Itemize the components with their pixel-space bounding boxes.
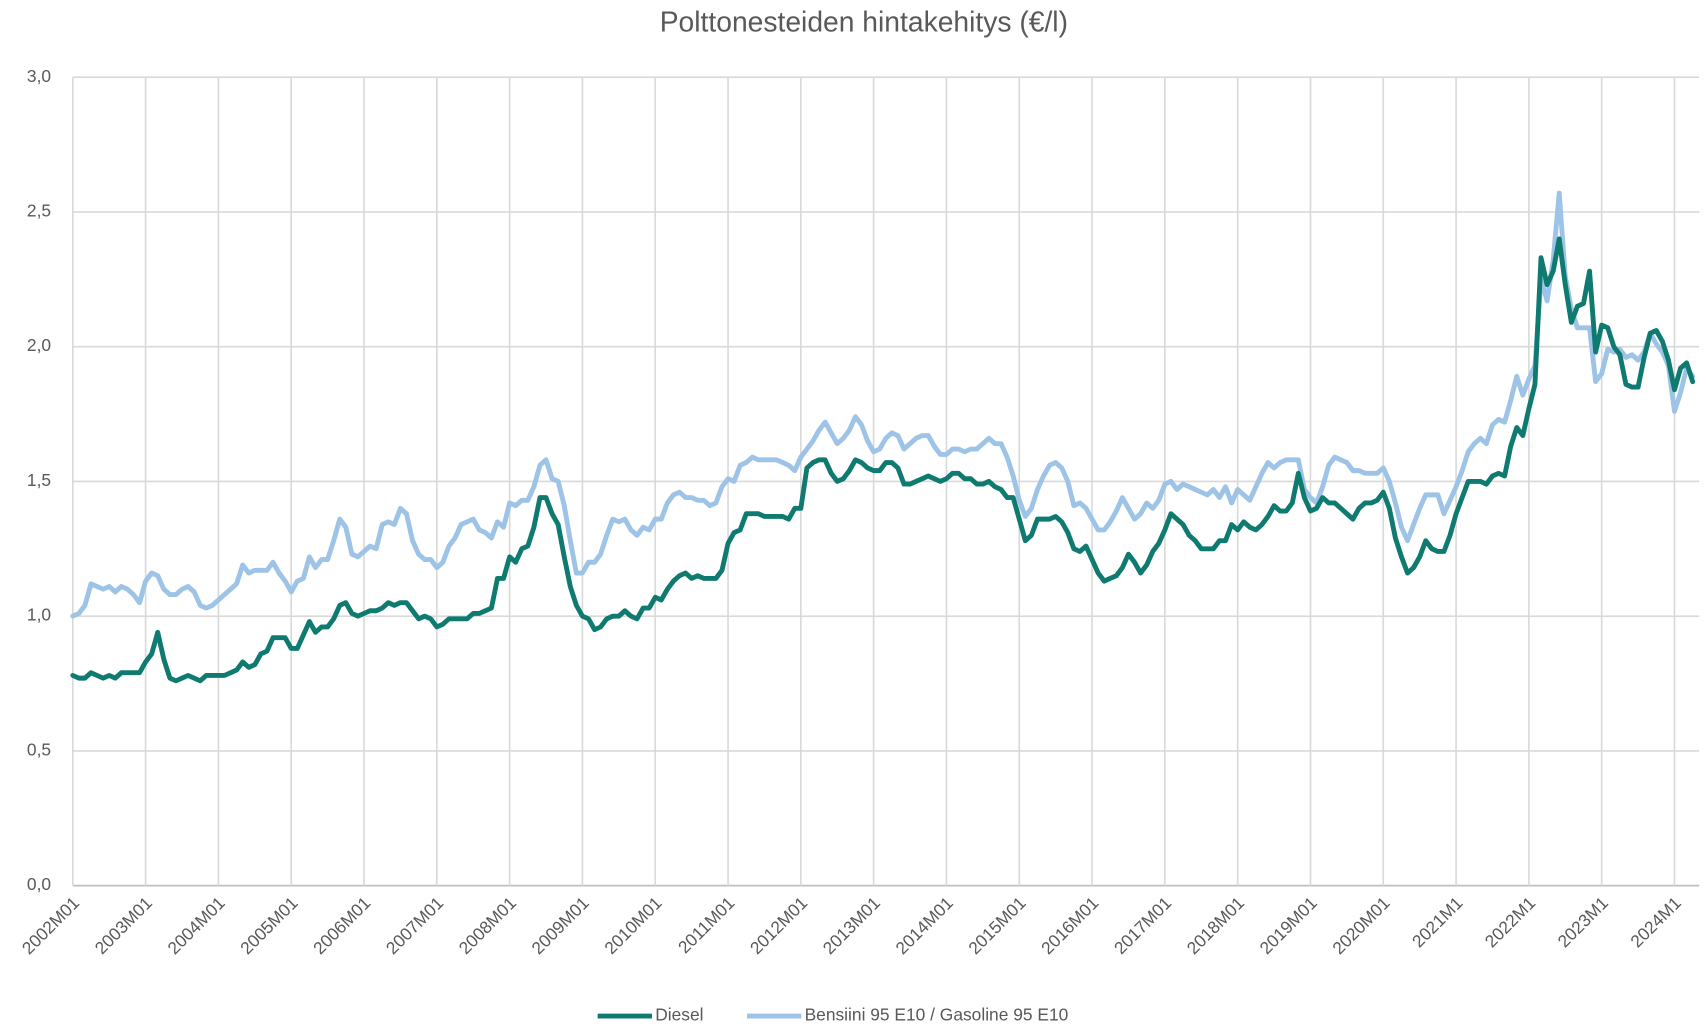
x-tick-label: 2013M01 [819, 893, 884, 958]
x-tick-label: 2006M01 [309, 893, 374, 958]
series-line [70, 236, 1696, 684]
x-tick-label: 2011M01 [674, 893, 738, 957]
x-tick-label: 2008M01 [455, 893, 520, 958]
x-tick-label: 2022M1 [1481, 893, 1540, 952]
y-tick-label: 0,5 [27, 739, 51, 759]
x-tick-label: 2017M01 [1110, 893, 1175, 958]
x-tick-label: 2010M01 [600, 893, 665, 958]
x-tick-label: 2020M01 [1328, 893, 1393, 958]
x-tick-label: 2005M01 [236, 893, 301, 958]
chart-title: Polttonesteiden hintakehitys (€/l) [660, 5, 1068, 37]
x-tick-label: 2019M01 [1256, 893, 1321, 958]
y-tick-label: 1,0 [27, 605, 51, 625]
x-tick-label: 2018M01 [1183, 893, 1248, 958]
x-tick-label: 2009M01 [527, 893, 592, 958]
y-tick-label: 3,0 [27, 66, 51, 86]
legend-label: Diesel [655, 1005, 703, 1025]
y-tick-label: 1,5 [27, 470, 51, 490]
x-tick-label: 2014M01 [891, 893, 956, 958]
x-tick-label: 2021M1 [1408, 893, 1467, 952]
x-tick-label: 2024M1 [1626, 893, 1685, 952]
x-tick-label: 2007M01 [382, 893, 447, 958]
y-tick-label: 2,0 [27, 335, 51, 355]
x-tick-label: 2002M01 [18, 893, 83, 958]
x-tick-label: 2012M01 [746, 893, 811, 958]
y-tick-label: 2,5 [27, 201, 51, 221]
x-tick-label: 2016M01 [1037, 893, 1102, 958]
x-tick-label: 2023M1 [1554, 893, 1613, 952]
x-tick-label: 2004M01 [163, 893, 228, 958]
x-tick-label: 2003M01 [91, 893, 156, 958]
y-tick-label: 0,0 [27, 874, 51, 894]
legend-label: Bensiini 95 E10 / Gasoline 95 E10 [805, 1005, 1069, 1025]
series-line [70, 190, 1696, 619]
x-tick-label: 2015M01 [964, 893, 1029, 958]
